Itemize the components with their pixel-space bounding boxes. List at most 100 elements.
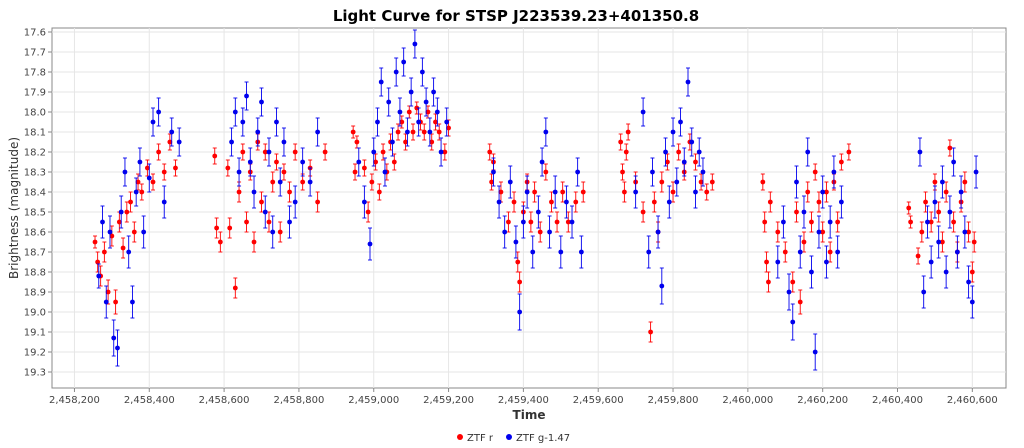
data-point <box>816 229 822 235</box>
data-point <box>940 179 945 185</box>
data-point <box>704 189 710 195</box>
data-point <box>496 199 502 205</box>
data-point <box>380 149 386 155</box>
data-point <box>962 229 968 235</box>
data-point <box>350 129 356 135</box>
data-point <box>539 159 545 165</box>
data-point <box>111 335 117 341</box>
data-point <box>247 159 253 165</box>
data-point <box>515 259 521 265</box>
data-point <box>547 229 552 235</box>
data-point <box>709 179 715 185</box>
data-point <box>135 179 141 185</box>
data-point <box>391 159 397 165</box>
data-point <box>693 159 698 165</box>
y-tick-label: 18.5 <box>24 208 46 219</box>
data-point <box>421 129 427 135</box>
data-point <box>126 249 132 255</box>
data-point <box>361 199 367 205</box>
data-point <box>659 283 665 289</box>
x-tick-label: 2,460,200 <box>797 395 848 406</box>
data-point <box>300 179 306 185</box>
data-point <box>966 229 971 235</box>
data-point <box>107 229 113 235</box>
data-point <box>915 253 921 259</box>
data-point <box>917 149 923 155</box>
data-point <box>846 149 852 155</box>
data-point <box>951 159 957 165</box>
data-point <box>146 175 152 181</box>
data-point <box>971 239 977 245</box>
data-point <box>760 179 766 185</box>
data-point <box>109 233 115 239</box>
data-point <box>118 209 124 215</box>
data-point <box>266 149 272 155</box>
y-tick-label: 18.4 <box>24 188 46 199</box>
data-point <box>925 219 930 225</box>
data-point <box>401 59 407 65</box>
y-tick-label: 18.9 <box>24 288 46 299</box>
data-point <box>665 159 670 165</box>
legend-marker-ztf-r <box>457 434 463 440</box>
data-point <box>558 249 564 255</box>
data-point <box>794 179 799 185</box>
data-point <box>240 149 246 155</box>
data-point <box>225 165 231 171</box>
data-point <box>227 225 233 231</box>
legend-label-ztf-g: ZTF g-1.47 <box>516 433 570 444</box>
x-tick-label: 2,459,400 <box>498 395 549 406</box>
data-point <box>762 219 768 225</box>
data-point <box>425 109 431 115</box>
data-point <box>161 199 167 205</box>
data-point <box>620 169 625 175</box>
data-point <box>906 205 912 211</box>
data-point <box>274 159 279 165</box>
data-point <box>356 159 362 165</box>
data-point <box>236 189 242 195</box>
x-tick-label: 2,458,200 <box>49 395 100 406</box>
data-point <box>156 149 162 155</box>
data-point <box>122 169 128 175</box>
data-point <box>812 349 818 355</box>
data-point <box>781 219 786 225</box>
data-point <box>670 129 676 135</box>
data-point <box>517 309 523 315</box>
data-point <box>552 189 558 195</box>
y-axis-ticks: 17.6 17.7 17.8 17.9 18.0 18.1 18.2 18.3 18.4 18.5… <box>24 28 52 379</box>
data-point <box>124 209 130 215</box>
data-point <box>507 179 513 185</box>
data-point <box>766 279 771 285</box>
data-point <box>943 269 949 275</box>
data-point <box>128 199 133 205</box>
data-point <box>352 169 358 175</box>
data-point <box>696 149 702 155</box>
data-point <box>560 189 566 195</box>
data-point <box>625 129 631 135</box>
data-point <box>685 79 691 85</box>
data-point <box>532 189 538 195</box>
data-points <box>92 29 979 371</box>
data-point <box>393 69 399 75</box>
data-point <box>444 119 450 125</box>
data-point <box>543 129 549 135</box>
data-point <box>446 125 451 131</box>
data-point <box>805 149 811 155</box>
y-tick-label: 18.8 <box>24 268 46 279</box>
data-point <box>270 179 276 185</box>
x-tick-label: 2,459,000 <box>348 395 399 406</box>
data-point <box>115 345 120 351</box>
data-point <box>416 119 422 125</box>
data-point <box>266 219 272 225</box>
data-point <box>259 99 264 105</box>
data-point <box>698 179 704 185</box>
data-point <box>436 129 442 135</box>
data-point <box>281 139 287 145</box>
data-point <box>958 189 964 195</box>
x-tick-label: 2,459,800 <box>648 395 699 406</box>
data-point <box>403 139 408 145</box>
data-point <box>650 169 655 175</box>
data-point <box>801 209 807 215</box>
x-tick-label: 2,458,400 <box>124 395 175 406</box>
data-point <box>137 159 143 165</box>
